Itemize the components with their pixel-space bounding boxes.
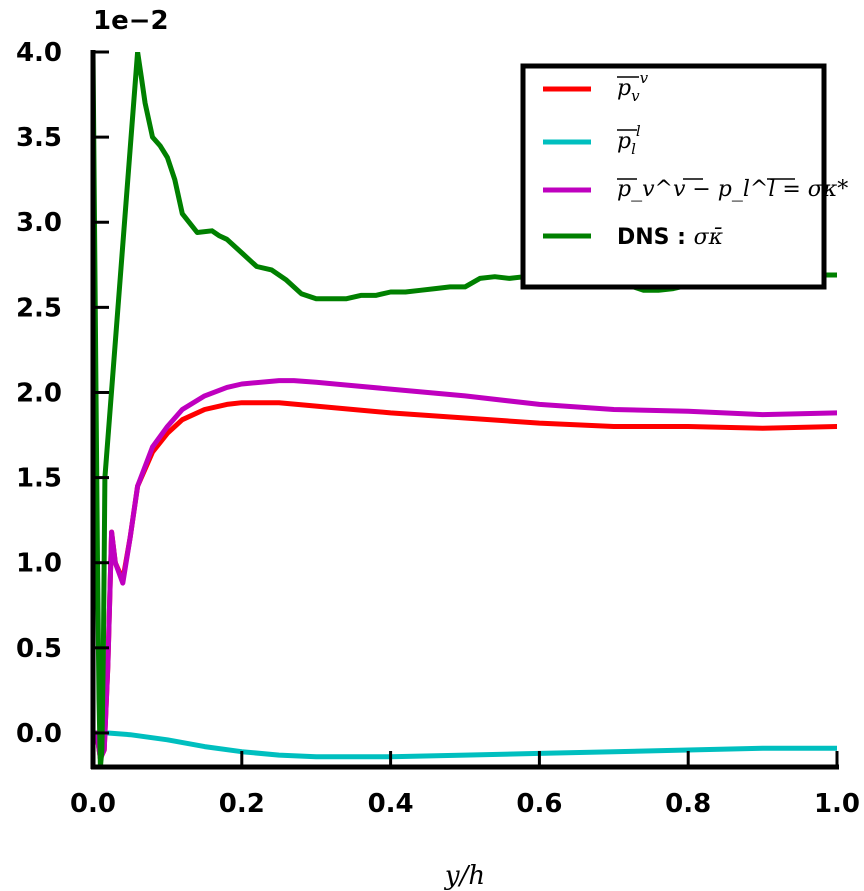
legend-label-3: DNS : σκ̄ xyxy=(617,225,724,250)
x-tick-label: 0.2 xyxy=(219,789,265,819)
x-tick-label: 0.0 xyxy=(70,789,116,819)
y-tick-label: 3.0 xyxy=(16,208,62,238)
x-tick-label: 0.6 xyxy=(516,789,562,819)
x-tick-label: 0.4 xyxy=(368,789,414,819)
series-line-2 xyxy=(94,378,837,761)
y-tick-label: 1.5 xyxy=(16,464,62,494)
x-tick-label: 0.8 xyxy=(665,789,711,819)
series-line-1 xyxy=(93,730,837,760)
series-line-0 xyxy=(94,400,837,761)
x-axis-label: y/h xyxy=(444,861,485,891)
y-tick-label: 0.5 xyxy=(16,634,62,664)
y-tick-label: 3.5 xyxy=(16,123,62,153)
y-tick-label: 2.0 xyxy=(16,378,62,408)
ticks: 0.0 0.2 0.4 0.6 0.8 1.0 0.0 0.5 1.0 1.5 2.0 2.5 3.0 3… xyxy=(16,38,860,819)
y-tick-label: 1.0 xyxy=(16,549,62,579)
y-tick-label: 2.5 xyxy=(16,293,62,323)
legend: pvv pll p_v^v − p_l^l = σκ* DNS : σκ̄ xyxy=(520,63,848,290)
legend-label-1: pll xyxy=(617,122,641,158)
y-tick-label: 4.0 xyxy=(16,38,62,68)
y-tick-label: 0.0 xyxy=(16,719,62,749)
legend-label-0: pvv xyxy=(617,69,649,105)
legend-label-2: p_v^v − p_l^l = σκ* xyxy=(617,177,848,202)
x-tick-label: 1.0 xyxy=(814,789,860,819)
y-multiplier-label: 1e−2 xyxy=(93,6,169,36)
legend-box xyxy=(520,63,827,290)
